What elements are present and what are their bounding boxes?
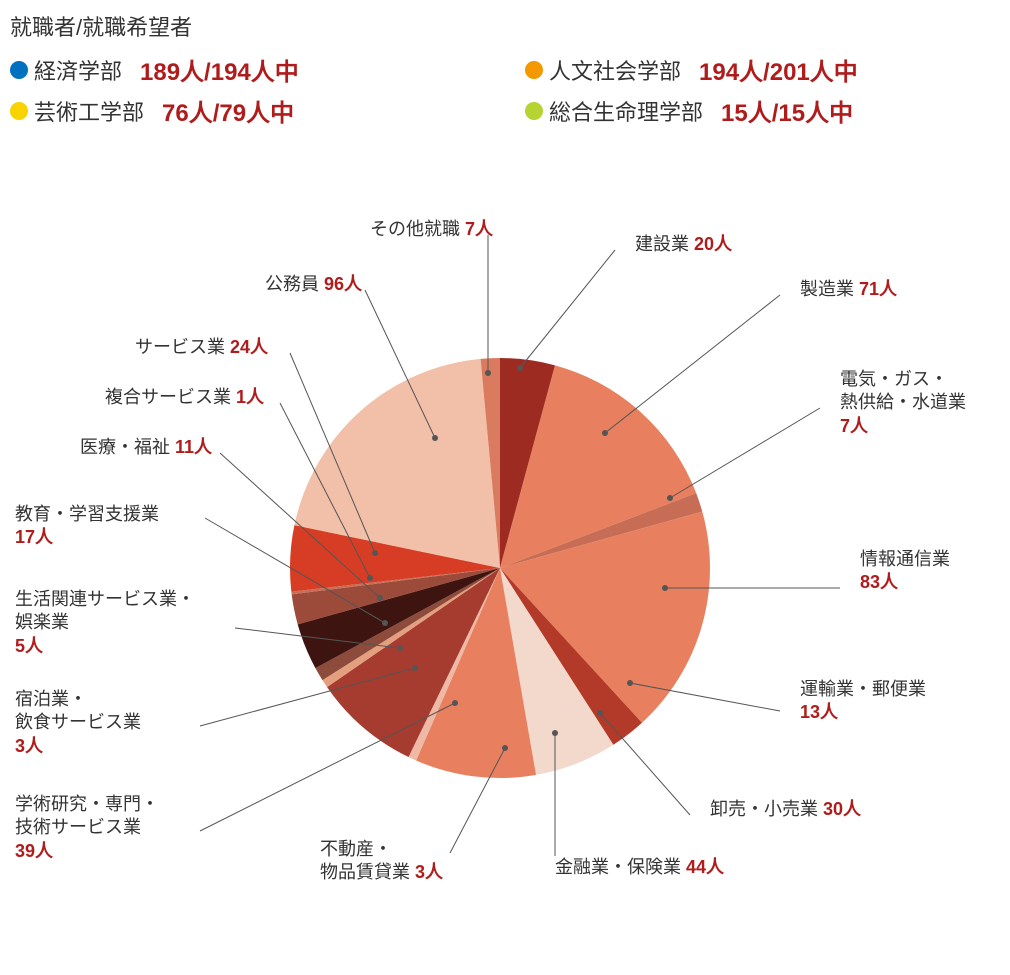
- slice-value: 30人: [823, 799, 861, 819]
- slice-callout: 不動産・物品賃貸業 3人: [320, 838, 443, 885]
- slice-value: 3人: [415, 862, 443, 882]
- slice-value: 20人: [694, 234, 732, 254]
- slice-callout: 複合サービス業 1人: [105, 386, 264, 409]
- slice-value: 11人: [175, 437, 212, 457]
- slice-value: 71人: [859, 279, 897, 299]
- slice-value: 5人: [15, 635, 195, 658]
- slice-callout: 建設業 20人: [635, 233, 732, 256]
- legend-label: 総合生命理学部: [549, 95, 703, 127]
- slice-callout: 金融業・保険業 44人: [555, 856, 724, 879]
- legend-item: 芸術工学部 76人/79人中: [10, 93, 485, 128]
- slice-value: 96人: [324, 274, 362, 294]
- legend-label: 経済学部: [34, 54, 122, 86]
- legend-value: 76人/79人中: [162, 93, 294, 128]
- legend-value: 194人/201人中: [699, 52, 858, 87]
- header-title: 就職者/就職希望者: [10, 10, 1000, 42]
- slice-callout: 教育・学習支援業17人: [15, 503, 159, 550]
- slice-callout: 生活関連サービス業・娯楽業5人: [15, 588, 195, 658]
- slice-value: 7人: [465, 219, 493, 239]
- legend-bullet: [10, 102, 28, 120]
- slice-callout: サービス業 24人: [135, 336, 268, 359]
- legend-label: 芸術工学部: [34, 95, 144, 127]
- slice-value: 24人: [230, 337, 268, 357]
- legend-bullet: [10, 61, 28, 79]
- slice-callout: 学術研究・専門・技術サービス業39人: [15, 793, 159, 863]
- slice-value: 44人: [686, 857, 724, 877]
- legend-value: 189人/194人中: [140, 52, 299, 87]
- slice-value: 17人: [15, 526, 159, 549]
- slice-callout: 情報通信業83人: [860, 548, 950, 595]
- legend-value: 15人/15人中: [721, 93, 853, 128]
- slice-value: 39人: [15, 840, 159, 863]
- slice-callout: 公務員 96人: [265, 273, 362, 296]
- slice-callout: その他就職 7人: [370, 218, 493, 241]
- legend-item: 人文社会学部 194人/201人中: [525, 52, 1000, 87]
- legend-label: 人文社会学部: [549, 54, 681, 86]
- pie-chart: 建設業 20人製造業 71人電気・ガス・熱供給・水道業7人情報通信業83人運輸業…: [10, 158, 1000, 938]
- slice-value: 1人: [236, 387, 264, 407]
- legend-item: 総合生命理学部 15人/15人中: [525, 93, 1000, 128]
- legend-item: 経済学部 189人/194人中: [10, 52, 485, 87]
- slice-callout: 医療・福祉 11人: [80, 436, 212, 459]
- legend-bullet: [525, 102, 543, 120]
- faculty-legend: 経済学部 189人/194人中 人文社会学部 194人/201人中芸術工学部 76人/7…: [10, 52, 1000, 128]
- slice-value: 7人: [840, 415, 966, 438]
- slice-value: 83人: [860, 571, 950, 594]
- slice-callout: 運輸業・郵便業13人: [800, 678, 926, 725]
- legend-bullet: [525, 61, 543, 79]
- slice-callout: 卸売・小売業 30人: [710, 798, 861, 821]
- slice-value: 13人: [800, 701, 926, 724]
- slice-value: 3人: [15, 735, 141, 758]
- slice-callout: 製造業 71人: [800, 278, 897, 301]
- slice-callout: 宿泊業・飲食サービス業3人: [15, 688, 141, 758]
- slice-callout: 電気・ガス・熱供給・水道業7人: [840, 368, 966, 438]
